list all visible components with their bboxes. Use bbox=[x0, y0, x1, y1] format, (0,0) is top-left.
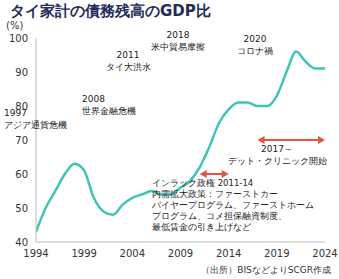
svg-text:2014: 2014 bbox=[216, 248, 241, 259]
svg-text:60: 60 bbox=[15, 169, 28, 180]
svg-text:100: 100 bbox=[9, 33, 28, 44]
svg-text:2019: 2019 bbox=[264, 248, 289, 259]
svg-text:70: 70 bbox=[15, 135, 28, 146]
svg-text:2004: 2004 bbox=[120, 248, 145, 259]
svg-text:1994: 1994 bbox=[23, 248, 48, 259]
svg-text:40: 40 bbox=[15, 237, 28, 248]
svg-text:1999: 1999 bbox=[71, 248, 96, 259]
svg-text:2009: 2009 bbox=[168, 248, 193, 259]
svg-text:50: 50 bbox=[15, 203, 28, 214]
svg-text:90: 90 bbox=[15, 67, 28, 78]
svg-text:2024: 2024 bbox=[312, 248, 337, 259]
